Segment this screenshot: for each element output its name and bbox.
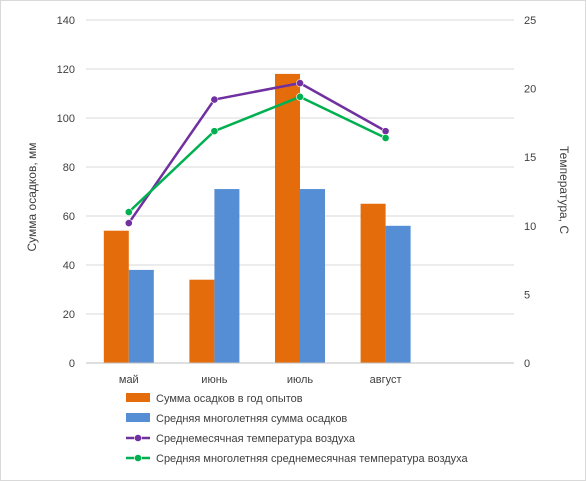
legend-swatch [126, 393, 150, 402]
data-point [124, 219, 133, 227]
data-point [296, 92, 304, 101]
bar [300, 189, 325, 363]
legend-marker [134, 434, 142, 442]
y-axis-title: Сумма осадков, мм [25, 143, 39, 252]
data-point [124, 208, 133, 216]
legend-swatch [126, 413, 150, 422]
y-tick-label: 80 [63, 162, 75, 174]
x-tick-label: май [119, 374, 139, 386]
y-tick-label: 140 [57, 15, 75, 27]
series-line [127, 95, 387, 213]
y2-tick-label: 5 [524, 289, 530, 301]
x-tick-label: июнь [201, 374, 227, 386]
legend-label: Средняя многолетняя сумма осадков [156, 413, 347, 425]
data-point [210, 127, 219, 136]
bar [103, 230, 129, 363]
y-tick-label: 100 [57, 113, 75, 125]
axes: 0 20 40 60 80 100 120 140 0 5 10 15 20 25 май июнь июль а… [57, 15, 537, 386]
legend-label: Сумма осадков в год опытов [156, 393, 303, 405]
lines [124, 79, 390, 227]
y2-tick-label: 10 [524, 221, 536, 233]
data-point [210, 95, 219, 104]
bar [275, 73, 300, 364]
data-point [296, 79, 304, 88]
y2-tick-label: 20 [524, 84, 536, 96]
x-tick-label: август [370, 374, 402, 386]
data-point [381, 134, 390, 142]
y-tick-label: 0 [69, 358, 75, 370]
legend-label: Среднемесячная температура воздуха [156, 433, 356, 445]
y-tick-label: 120 [57, 64, 75, 76]
y2-tick-label: 25 [524, 15, 536, 27]
bar [214, 189, 240, 363]
data-point [381, 127, 390, 136]
y-tick-label: 20 [63, 309, 75, 321]
y2-tick-label: 15 [524, 152, 536, 164]
y-tick-label: 40 [63, 260, 75, 272]
legend-marker [134, 454, 142, 462]
series-line [127, 81, 387, 224]
legend: Сумма осадков в год опытов Средняя многол… [126, 393, 469, 465]
bar [385, 225, 411, 363]
bars [103, 73, 411, 364]
legend-label: Средняя многолетняя среднемесячная темпе… [156, 453, 469, 465]
y2-tick-label: 0 [524, 358, 530, 370]
y-tick-label: 60 [63, 211, 75, 223]
bar [360, 203, 386, 363]
bar [189, 279, 215, 363]
bar [128, 269, 154, 363]
x-tick-label: июль [287, 374, 314, 386]
y2-axis-title: Температура, С [557, 146, 571, 234]
